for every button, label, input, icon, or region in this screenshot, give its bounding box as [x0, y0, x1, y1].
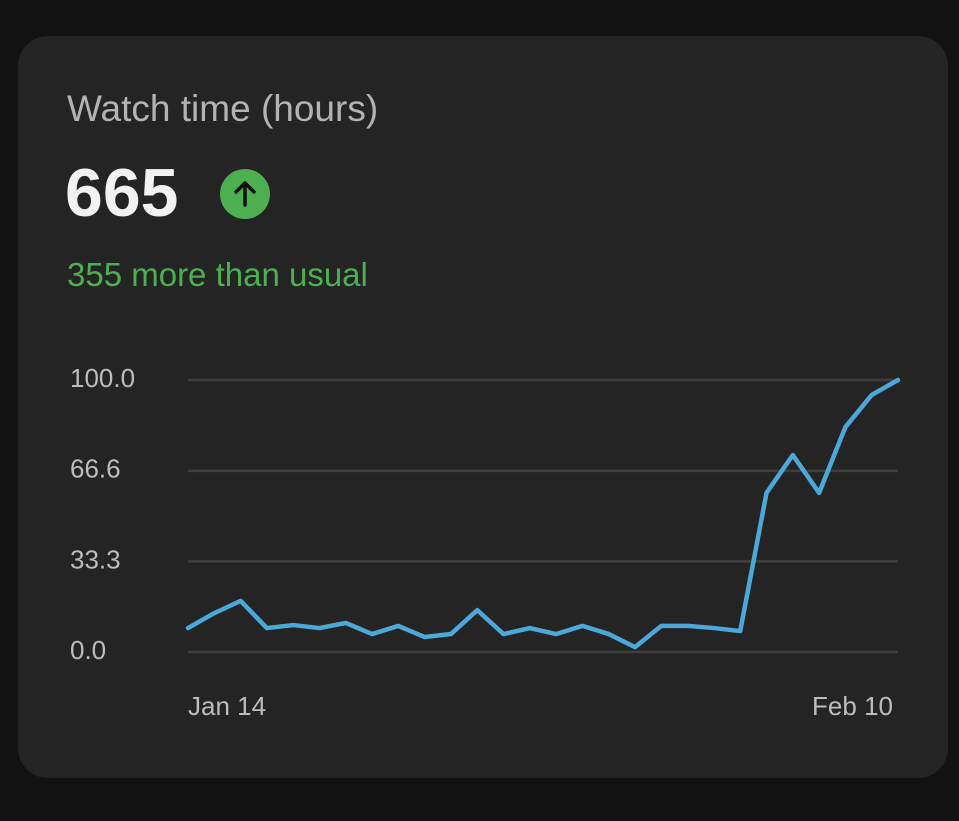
data-line — [185, 377, 901, 650]
metric-value: 665 — [65, 155, 179, 231]
y-tick-label: 33.3 — [70, 544, 121, 574]
y-tick-label: 0.0 — [70, 635, 106, 665]
metric-note: 355 more than usual — [67, 256, 368, 293]
card: Watch time (hours) 665 355 more than usu… — [18, 36, 948, 778]
card-title: Watch time (hours) — [67, 88, 379, 129]
x-tick-label: Feb 10 — [812, 691, 893, 721]
x-tick-label: Jan 14 — [188, 691, 266, 721]
up-icon — [220, 169, 270, 219]
y-tick-label: 66.6 — [70, 454, 121, 484]
y-tick-label: 100.0 — [70, 363, 135, 393]
